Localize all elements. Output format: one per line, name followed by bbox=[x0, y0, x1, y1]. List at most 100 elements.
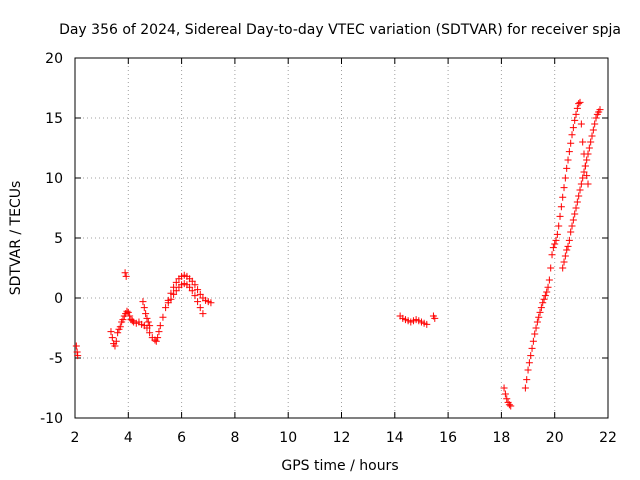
data-point bbox=[152, 337, 160, 345]
data-point bbox=[596, 106, 604, 114]
data-point bbox=[567, 228, 575, 236]
data-point bbox=[196, 290, 204, 298]
data-point bbox=[552, 236, 560, 244]
data-point bbox=[559, 193, 567, 201]
x-tick-label: 16 bbox=[439, 430, 457, 446]
data-point bbox=[575, 100, 583, 108]
data-point bbox=[535, 313, 543, 321]
data-point bbox=[571, 116, 579, 124]
x-tick-label: 18 bbox=[492, 430, 510, 446]
data-point bbox=[525, 359, 533, 367]
data-point bbox=[122, 272, 130, 280]
data-point bbox=[139, 298, 147, 306]
data-point bbox=[533, 318, 541, 326]
data-point bbox=[573, 104, 581, 112]
data-point bbox=[156, 322, 164, 330]
data-point bbox=[532, 324, 540, 332]
data-point bbox=[589, 126, 597, 134]
y-tick-label: 20 bbox=[45, 51, 63, 67]
y-tick-label: -10 bbox=[40, 411, 63, 427]
series-3 bbox=[500, 98, 592, 410]
data-point bbox=[547, 264, 555, 272]
data-point bbox=[191, 281, 199, 289]
data-point bbox=[194, 286, 202, 294]
data-point bbox=[501, 390, 509, 398]
data-point bbox=[194, 298, 202, 306]
data-point bbox=[539, 299, 547, 307]
x-axis-label: GPS time / hours bbox=[281, 458, 398, 474]
x-tick-label: 20 bbox=[546, 430, 564, 446]
gridlines bbox=[75, 58, 608, 418]
data-point bbox=[544, 283, 552, 291]
data-point bbox=[73, 348, 81, 356]
x-tick-label: 2 bbox=[71, 430, 80, 446]
data-point bbox=[172, 287, 180, 295]
data-point bbox=[170, 290, 178, 298]
data-point bbox=[543, 288, 551, 296]
data-point bbox=[107, 328, 115, 336]
data-point bbox=[579, 174, 587, 182]
data-point bbox=[581, 162, 589, 170]
series-1 bbox=[121, 269, 207, 330]
data-point bbox=[555, 222, 563, 230]
data-point bbox=[207, 299, 215, 307]
data-point bbox=[164, 299, 172, 307]
data-point bbox=[123, 307, 131, 315]
data-point bbox=[140, 304, 148, 312]
data-point bbox=[560, 184, 568, 192]
data-point bbox=[119, 316, 127, 324]
data-point bbox=[577, 120, 585, 128]
data-point bbox=[567, 139, 575, 147]
data-point bbox=[423, 320, 431, 328]
data-point bbox=[564, 242, 572, 250]
data-point bbox=[563, 246, 571, 254]
data-point bbox=[575, 192, 583, 200]
data-point bbox=[577, 180, 585, 188]
data-point bbox=[541, 292, 549, 300]
y-tick-label: 0 bbox=[54, 291, 63, 307]
series-2 bbox=[396, 312, 439, 328]
x-tick-label: 10 bbox=[279, 430, 297, 446]
data-point bbox=[159, 313, 167, 321]
data-point bbox=[521, 384, 529, 392]
data-point bbox=[588, 132, 596, 140]
data-point bbox=[431, 314, 439, 322]
data-point bbox=[154, 334, 162, 342]
data-point bbox=[188, 277, 196, 285]
data-point bbox=[116, 323, 124, 331]
data-point bbox=[500, 384, 508, 392]
data-point bbox=[583, 156, 591, 164]
data-point bbox=[584, 150, 592, 158]
axis-ticks: 2 4 6 8 10 12 14 16 18 20 22 -10 -5 0 5 10 15 20 bbox=[40, 51, 617, 446]
data-point bbox=[563, 164, 571, 172]
series-4 bbox=[559, 106, 604, 272]
data-point bbox=[114, 329, 122, 337]
data-point bbox=[124, 308, 132, 316]
series-0 bbox=[72, 271, 215, 360]
x-tick-label: 6 bbox=[177, 430, 186, 446]
data-point bbox=[572, 110, 580, 118]
data-point bbox=[527, 352, 535, 360]
data-point bbox=[529, 337, 537, 345]
data-point bbox=[126, 312, 134, 320]
data-point bbox=[579, 138, 587, 146]
data-point bbox=[572, 204, 580, 212]
data-point bbox=[576, 186, 584, 194]
data-point bbox=[561, 252, 569, 260]
data-point bbox=[121, 269, 129, 277]
data-point bbox=[564, 156, 572, 164]
data-point bbox=[591, 120, 599, 128]
data-point bbox=[72, 342, 80, 350]
data-point bbox=[560, 258, 568, 266]
data-point bbox=[155, 328, 163, 336]
data-point bbox=[551, 240, 559, 248]
data-point bbox=[74, 352, 82, 360]
data-point bbox=[585, 144, 593, 152]
x-tick-label: 12 bbox=[333, 430, 351, 446]
data-point bbox=[559, 264, 567, 272]
data-point bbox=[199, 310, 207, 318]
data-point bbox=[537, 304, 545, 312]
data-point bbox=[191, 292, 199, 300]
data-point bbox=[540, 295, 548, 303]
